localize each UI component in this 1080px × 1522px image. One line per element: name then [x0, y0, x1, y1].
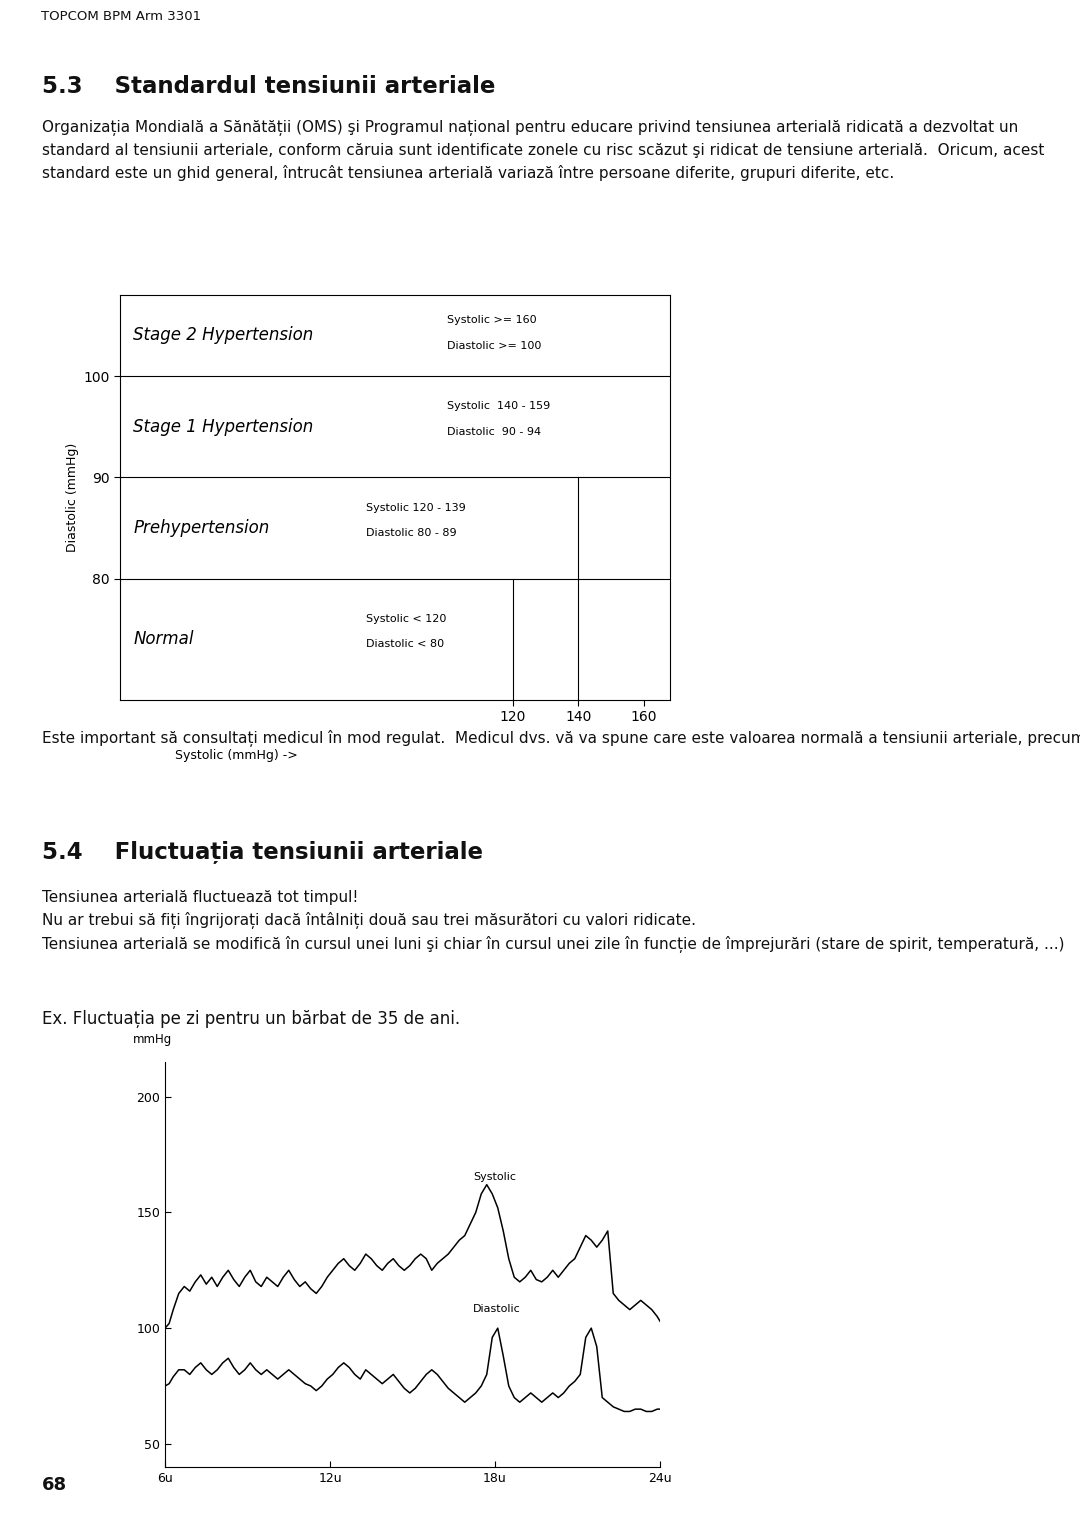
Y-axis label: Diastolic (mmHg): Diastolic (mmHg)	[66, 443, 79, 552]
Text: Systolic 120 - 139: Systolic 120 - 139	[365, 502, 465, 513]
Text: Stage 1 Hypertension: Stage 1 Hypertension	[133, 417, 313, 435]
Text: 5.3    Standardul tensiunii arteriale: 5.3 Standardul tensiunii arteriale	[42, 75, 496, 97]
Text: Systolic < 120: Systolic < 120	[365, 613, 446, 624]
Text: mmHg: mmHg	[133, 1033, 172, 1046]
Text: Stage 2 Hypertension: Stage 2 Hypertension	[133, 327, 313, 344]
Text: TOPCOM BPM Arm 3301: TOPCOM BPM Arm 3301	[41, 9, 201, 23]
Text: Diastolic  90 - 94: Diastolic 90 - 94	[447, 426, 541, 437]
Text: Ex. Fluctuația pe zi pentru un bărbat de 35 de ani.: Ex. Fluctuația pe zi pentru un bărbat de…	[42, 1011, 460, 1027]
Text: Organizația Mondială a Sănătății (OMS) şi Programul național pentru educare priv: Organizația Mondială a Sănătății (OMS) ş…	[42, 120, 1044, 181]
Text: Este important să consultați medicul în mod regulat.  Medicul dvs. vă va spune c: Este important să consultați medicul în …	[42, 731, 1080, 747]
Text: Diastolic < 80: Diastolic < 80	[365, 639, 444, 650]
Text: Systolic >= 160: Systolic >= 160	[447, 315, 537, 326]
Text: Diastolic: Diastolic	[473, 1304, 521, 1315]
X-axis label: Systolic (mmHg) ->: Systolic (mmHg) ->	[175, 749, 298, 761]
Text: 68: 68	[42, 1476, 67, 1495]
Text: Diastolic >= 100: Diastolic >= 100	[447, 341, 542, 350]
Text: Systolic: Systolic	[473, 1172, 516, 1183]
Text: Prehypertension: Prehypertension	[133, 519, 269, 537]
Text: Normal: Normal	[133, 630, 193, 648]
Text: 5.4    Fluctuația tensiunii arteriale: 5.4 Fluctuația tensiunii arteriale	[42, 840, 483, 863]
Text: Systolic  140 - 159: Systolic 140 - 159	[447, 402, 551, 411]
Text: Tensiunea arterială fluctuează tot timpul!
Nu ar trebui să fiți îngrijorați dacă: Tensiunea arterială fluctuează tot timpu…	[42, 890, 1065, 953]
Text: Diastolic 80 - 89: Diastolic 80 - 89	[365, 528, 456, 537]
